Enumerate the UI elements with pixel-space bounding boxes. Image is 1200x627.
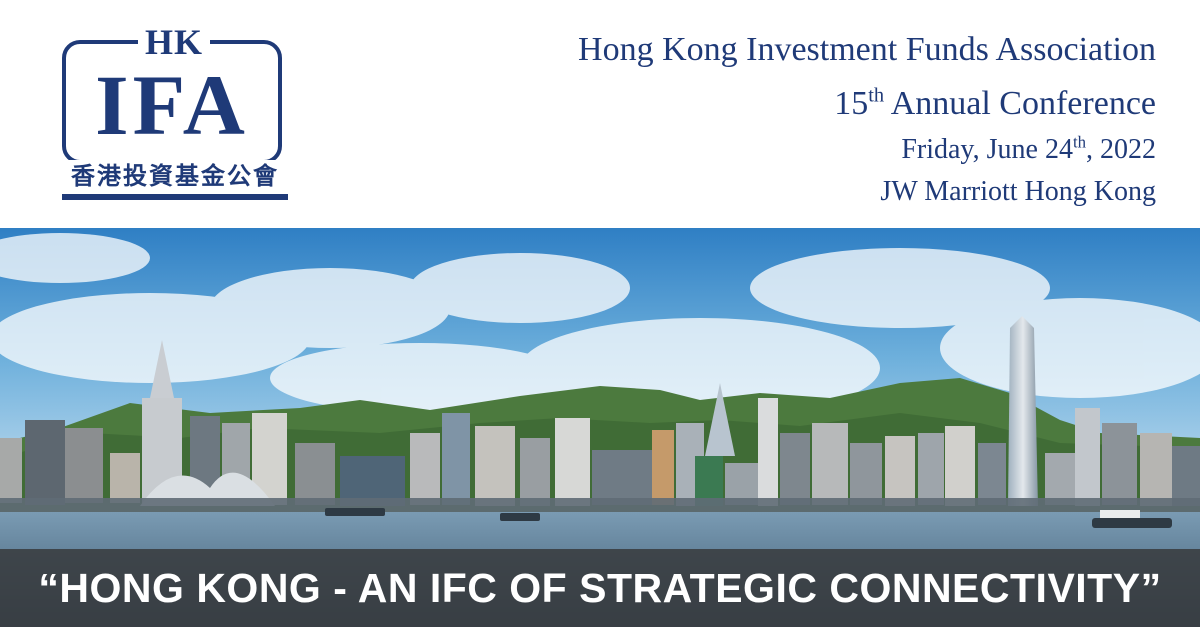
- event-title-block: Hong Kong Investment Funds Association 1…: [436, 28, 1156, 210]
- conference-ordinal: 15: [834, 85, 869, 122]
- buildings: [0, 316, 1200, 506]
- header: HK IFA 香港投資基金公會 Hong Kong Investment Fun…: [0, 0, 1200, 228]
- organization-name: Hong Kong Investment Funds Association: [578, 31, 1156, 68]
- logo-ifa-text: IFA: [95, 57, 249, 153]
- conference-ordinal-suffix: th: [868, 84, 885, 107]
- conference-title: 15th Annual Conference: [436, 82, 1156, 126]
- clouds: [0, 233, 1200, 418]
- logo-hk-text: HK: [138, 22, 210, 62]
- theme-banner: “HONG KONG - AN IFC OF STRATEGIC CONNECT…: [0, 549, 1200, 627]
- logo-chinese-name: 香港投資基金公會: [62, 160, 288, 192]
- hkifa-logo: HK IFA 香港投資基金公會: [62, 22, 288, 204]
- conference-name: Annual Conference: [890, 85, 1156, 122]
- theme-banner-text: “HONG KONG - AN IFC OF STRATEGIC CONNECT…: [38, 564, 1162, 611]
- event-date-prefix: Friday, June 24: [901, 134, 1073, 165]
- boats: [325, 508, 1172, 528]
- event-date-year: , 2022: [1086, 134, 1156, 165]
- logo-underline: [62, 194, 288, 200]
- event-date-suffix: th: [1072, 132, 1086, 152]
- event-date: Friday, June 24th, 2022: [436, 132, 1156, 168]
- ifc-tower: [1008, 316, 1038, 506]
- event-venue: JW Marriott Hong Kong: [880, 176, 1156, 207]
